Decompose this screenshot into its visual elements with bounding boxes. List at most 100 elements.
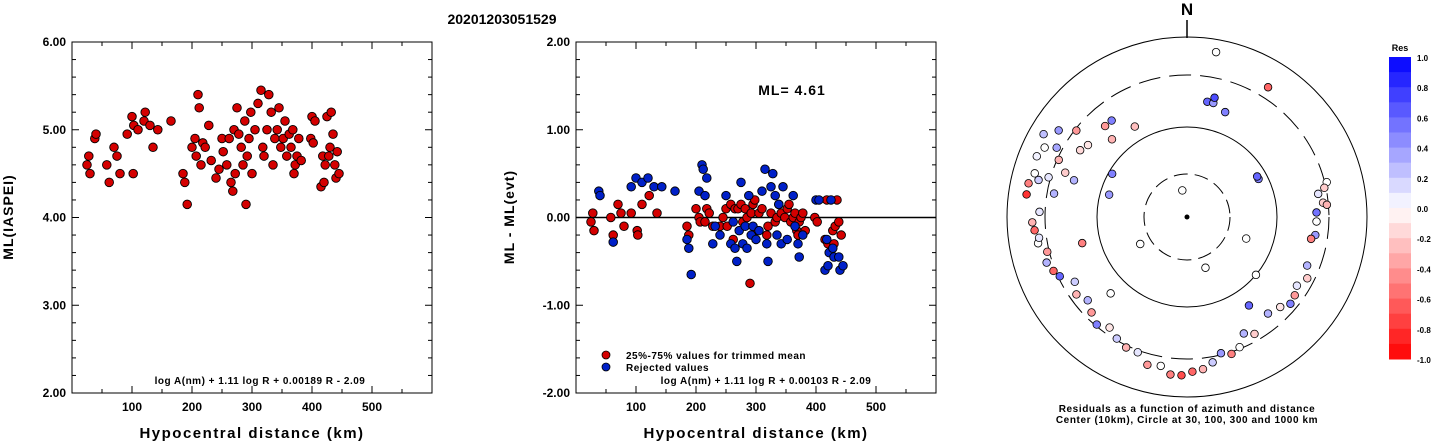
data-point [774, 199, 784, 210]
data-point [328, 129, 338, 139]
colorbar-cells [1389, 57, 1411, 360]
data-point [762, 230, 772, 240]
colorbar-tick-label: -0.8 [1417, 326, 1431, 335]
ml-annotation: ML= 4.61 [758, 82, 826, 98]
residual-point [1322, 200, 1332, 209]
residual-point [1100, 121, 1110, 131]
data-point [798, 208, 808, 218]
data-point [700, 217, 710, 227]
residual-point [1030, 226, 1039, 235]
residual-point [1030, 169, 1039, 178]
residual-point [1313, 189, 1323, 199]
y-tick-label: 4.00 [43, 211, 67, 225]
residual-point [1034, 233, 1044, 242]
polar-caption-line1: Residuals as a function of azimuth and d… [1059, 404, 1316, 415]
residual-point [1028, 218, 1037, 227]
colorbar-tick-label: -0.4 [1417, 265, 1431, 274]
residual-point [1306, 234, 1316, 244]
data-point [838, 261, 848, 271]
residual-point [1227, 349, 1236, 359]
residual-point [1043, 247, 1052, 257]
colorbar-labels: 1.0 0.8 0.6 0.4 0.2 0.0 -0.2 -0.4 -0.6 -0.8 -1.0 [1417, 54, 1431, 365]
data-point [115, 168, 125, 179]
colorbar-cell [1389, 87, 1411, 103]
data-point [834, 217, 844, 227]
residual-point [1290, 291, 1299, 300]
residual-point [1286, 299, 1295, 308]
panel-ml-residual: 100 200 300 400 500 -2.00 -1.00 0.00 1.00 2.00 Hy… [501, 35, 937, 441]
data-point [682, 234, 692, 245]
data-point [649, 182, 659, 192]
data-point [626, 208, 636, 218]
residual-point [1320, 183, 1329, 193]
ylabel-middle: ML - ML(evt) [501, 170, 517, 264]
colorbar-cell [1389, 253, 1411, 269]
data-point [280, 116, 290, 126]
data-point [153, 124, 163, 135]
data-point [259, 151, 269, 161]
colorbar-tick-label: 0.6 [1417, 114, 1429, 123]
data-point [644, 190, 654, 201]
data-point [778, 182, 788, 192]
x-tick-label: 100 [122, 400, 142, 414]
residual-point [1216, 349, 1226, 358]
data-point [128, 168, 138, 179]
circle-30km [1143, 173, 1231, 261]
data-point [772, 230, 782, 240]
residual-point [1107, 116, 1116, 125]
data-point [226, 177, 236, 188]
data-point [619, 221, 629, 232]
residual-point [1130, 122, 1139, 131]
residual-point [1251, 270, 1261, 280]
colorbar: Res 1.0 0.8 0.6 0.4 0.2 0.0 -0.2 -0.4 -0.6 -0.8 -1… [1389, 43, 1431, 365]
data-point [320, 160, 330, 170]
residual-point [1177, 371, 1186, 380]
colorbar-cell [1389, 117, 1411, 133]
data-point [127, 111, 137, 122]
y-tick-label: 6.00 [43, 35, 67, 49]
residual-point [1092, 320, 1101, 329]
residual-point [1061, 168, 1070, 177]
residual-point [1112, 334, 1121, 343]
y-tick-label: 5.00 [43, 123, 67, 137]
data-point [276, 142, 286, 153]
panel-ml-iaspei: 100 200 300 400 500 2.00 3.00 4.00 5.00 6.00 Hypo… [0, 35, 433, 441]
data-point [133, 124, 143, 135]
data-point [190, 133, 200, 144]
data-point [708, 239, 718, 249]
data-point [109, 142, 119, 153]
residual-point [1208, 358, 1217, 367]
data-point [238, 160, 248, 170]
axes-left: 100 200 300 400 500 2.00 3.00 4.00 5.00 6.00 [43, 35, 432, 414]
residual-point [1104, 190, 1114, 199]
data-point [104, 177, 114, 188]
data-point [794, 252, 804, 262]
data-point [798, 230, 808, 240]
residual-point [1201, 263, 1210, 272]
residual-point [1166, 370, 1175, 379]
x-tick-label: 400 [302, 400, 322, 414]
data-point [770, 190, 780, 201]
residual-point [1069, 176, 1079, 185]
data-point [84, 151, 94, 161]
residual-point [1083, 140, 1093, 150]
data-point [236, 142, 246, 153]
colorbar-tick-label: 0.0 [1417, 205, 1429, 214]
data-point [762, 239, 772, 249]
data-point [763, 221, 773, 232]
data-point [145, 120, 155, 131]
x-tick-label: 300 [242, 400, 262, 414]
data-point [258, 142, 268, 153]
residual-point [1220, 107, 1230, 117]
legend-marker-rejected [601, 362, 611, 372]
data-point [222, 160, 232, 170]
data-point [148, 142, 158, 153]
colorbar-cell [1389, 72, 1411, 88]
data-point [595, 190, 605, 201]
residual-point [1121, 343, 1131, 352]
residual-point [1303, 274, 1312, 283]
colorbar-cell [1389, 313, 1411, 330]
residual-point [1087, 308, 1096, 317]
data-point [274, 103, 284, 113]
